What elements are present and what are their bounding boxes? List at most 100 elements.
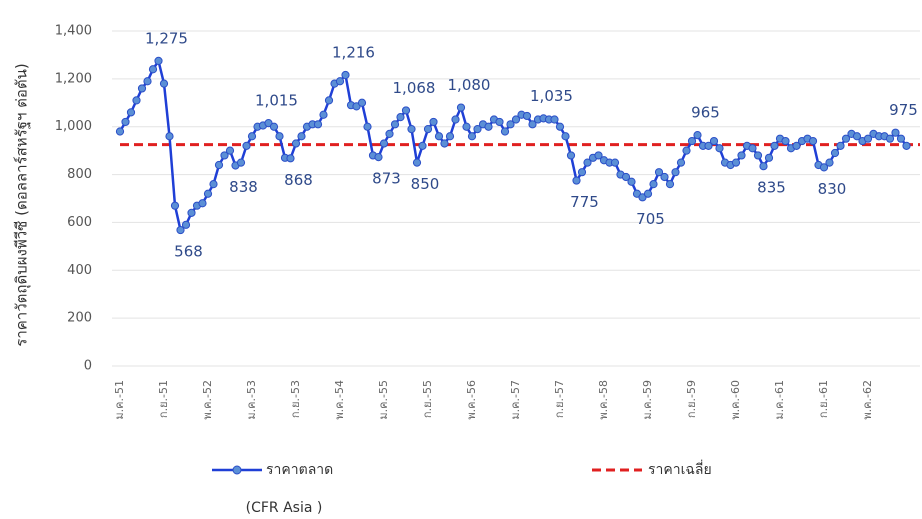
point bbox=[704, 141, 713, 150]
point bbox=[159, 79, 169, 88]
data-label: 1,080 bbox=[448, 76, 491, 94]
x-tick-label: พ.ค.-54 bbox=[333, 380, 346, 420]
point bbox=[143, 77, 152, 86]
point bbox=[660, 172, 669, 182]
point bbox=[462, 122, 471, 131]
point bbox=[731, 158, 741, 167]
point bbox=[214, 160, 224, 170]
point bbox=[621, 172, 631, 182]
point bbox=[654, 168, 664, 177]
y-axis-label: ราคาวัตถุดิบผงพีวีซี (ดอลลาร์สหรัฐฯ ต่อต… bbox=[13, 63, 32, 346]
point bbox=[577, 168, 587, 177]
point bbox=[836, 141, 845, 150]
point bbox=[665, 180, 675, 189]
data-label: 705 bbox=[636, 210, 665, 228]
data-label: 1,068 bbox=[393, 79, 436, 97]
point bbox=[473, 125, 482, 134]
point bbox=[429, 117, 438, 127]
x-tick-label: ก.ย.-53 bbox=[289, 380, 302, 418]
data-label: 975 bbox=[889, 101, 918, 119]
point bbox=[555, 122, 565, 131]
point bbox=[319, 110, 328, 119]
y-tick-label: 0 bbox=[84, 359, 92, 374]
point bbox=[528, 120, 537, 129]
data-label: 1,015 bbox=[255, 92, 298, 110]
point bbox=[275, 132, 284, 141]
x-tick-label: ก.ย.-55 bbox=[421, 380, 434, 418]
point bbox=[363, 122, 372, 131]
x-tick-label: ม.ค.-57 bbox=[509, 380, 522, 420]
point bbox=[236, 158, 246, 167]
point bbox=[902, 141, 911, 150]
point bbox=[324, 96, 334, 105]
point bbox=[467, 132, 477, 141]
point bbox=[115, 127, 125, 136]
point bbox=[891, 128, 900, 137]
y-tick-label: 200 bbox=[67, 311, 92, 326]
data-label: 1,035 bbox=[530, 87, 573, 105]
point bbox=[269, 122, 279, 131]
x-tick-label: ม.ค.-51 bbox=[113, 380, 126, 420]
y-tick-label: 800 bbox=[67, 167, 92, 182]
x-tick-label: พ.ค.-62 bbox=[861, 380, 874, 420]
x-tick-label: ม.ค.-55 bbox=[377, 380, 390, 420]
point bbox=[456, 103, 466, 112]
point bbox=[676, 158, 686, 167]
point bbox=[286, 154, 295, 163]
point bbox=[495, 117, 504, 127]
data-label: 965 bbox=[691, 104, 720, 122]
x-tick-label: พ.ค.-56 bbox=[465, 380, 478, 420]
point bbox=[643, 189, 653, 198]
point bbox=[247, 132, 257, 141]
point bbox=[187, 208, 196, 217]
point bbox=[830, 148, 840, 158]
point bbox=[451, 115, 460, 124]
point bbox=[440, 139, 449, 148]
x-tick-label: ม.ค.-53 bbox=[245, 380, 258, 420]
point bbox=[748, 144, 757, 153]
point bbox=[209, 180, 218, 189]
data-label: 868 bbox=[284, 171, 313, 189]
x-tick-label: ม.ค.-61 bbox=[773, 380, 786, 420]
point bbox=[396, 113, 405, 122]
data-label: 830 bbox=[818, 180, 847, 198]
point bbox=[610, 158, 620, 167]
data-label: 775 bbox=[570, 193, 599, 211]
point bbox=[627, 177, 636, 186]
point bbox=[170, 201, 180, 210]
point bbox=[484, 122, 493, 131]
point bbox=[374, 153, 383, 162]
point bbox=[341, 70, 350, 80]
point bbox=[390, 120, 400, 129]
point bbox=[594, 151, 603, 160]
data-label: 1,275 bbox=[145, 29, 188, 47]
x-tick-label: ก.ย.-61 bbox=[817, 380, 830, 418]
x-tick-label: พ.ค.-52 bbox=[201, 380, 214, 420]
point bbox=[709, 136, 719, 146]
point bbox=[225, 146, 235, 155]
data-label: 1,216 bbox=[332, 44, 375, 62]
point bbox=[445, 132, 455, 141]
y-tick-label: 1,400 bbox=[55, 24, 92, 39]
y-tick-label: 600 bbox=[67, 215, 92, 230]
point bbox=[792, 141, 801, 150]
point bbox=[671, 168, 680, 177]
point bbox=[291, 139, 301, 148]
point bbox=[203, 189, 213, 198]
point bbox=[198, 199, 207, 208]
data-label: 838 bbox=[229, 178, 258, 196]
point bbox=[764, 153, 774, 162]
x-tick-label: ม.ค.-59 bbox=[641, 380, 654, 420]
point bbox=[401, 106, 411, 115]
point bbox=[693, 130, 702, 140]
point bbox=[561, 132, 570, 141]
x-tick-label: พ.ค.-58 bbox=[597, 380, 610, 420]
point bbox=[418, 141, 427, 150]
point bbox=[753, 151, 763, 160]
note: (CFR Asia ) bbox=[246, 500, 323, 516]
point bbox=[808, 136, 818, 146]
point bbox=[242, 141, 251, 150]
point bbox=[511, 115, 521, 124]
point bbox=[379, 139, 389, 148]
